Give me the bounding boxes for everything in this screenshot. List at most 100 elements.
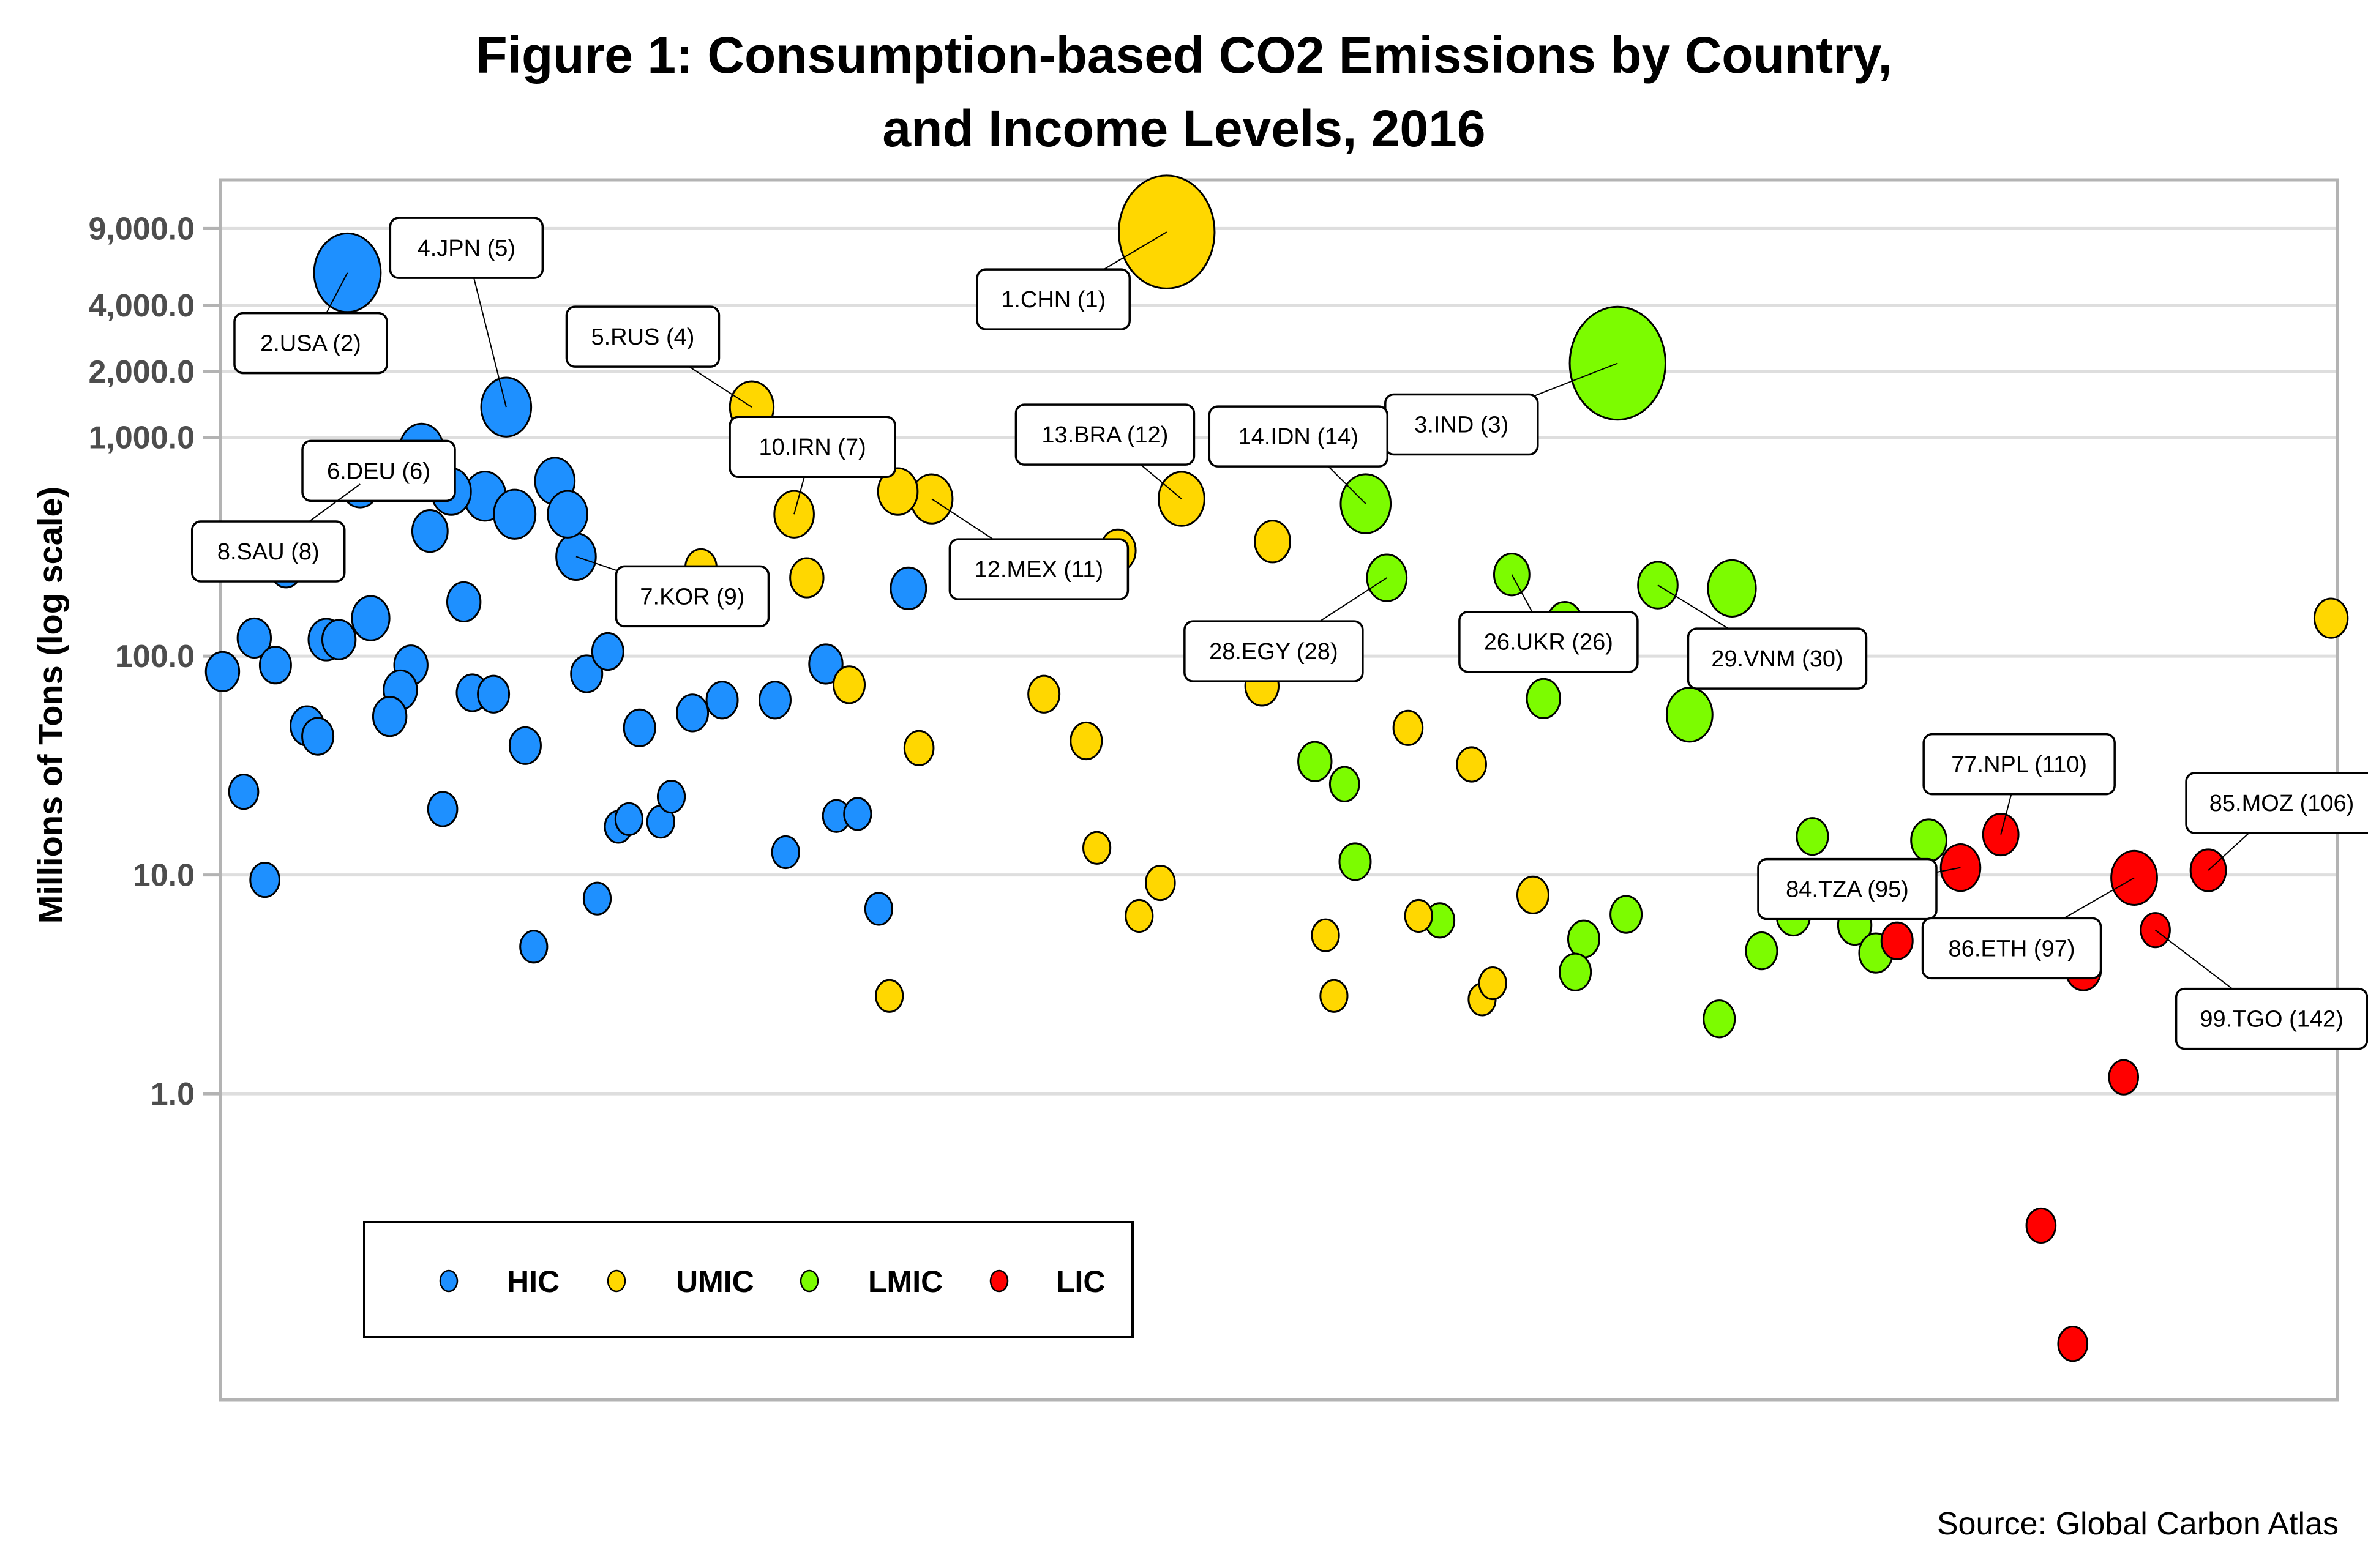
data-point-lic [2108,1059,2140,1096]
chart-title-line-1: Figure 1: Consumption-based CO2 Emission… [476,26,1892,84]
point-label: 77.NPL (110) [1951,752,2087,778]
data-point-lmic [1609,895,1643,934]
y-tick-label: 1,000.0 [89,420,195,456]
data-point-umic [1311,918,1340,952]
point-label: 4.JPN (5) [418,236,515,261]
point-labels: 2.USA (2) 4.JPN (5) 6.DEU (6) 8.SAU (8) 7.KO… [190,217,2368,1050]
data-point-hic [591,632,624,671]
legend-label-umic: UMIC [676,1264,754,1299]
source-note: Source: Global Carbon Atlas [1936,1506,2339,1542]
data-point-lmic [1796,817,1829,856]
legend-label-hic: HIC [507,1264,560,1299]
point-label: 86.ETH (97) [1949,936,2075,961]
point-label: 5.RUS (4) [591,324,694,350]
data-point-hic [301,717,335,756]
data-point-hic [808,643,844,685]
legend-label-lmic: LMIC [868,1264,943,1299]
legend-marker-lmic [800,1269,819,1293]
data-point-umic [773,490,815,539]
data-point-hic [372,696,408,737]
label-box [1687,627,1868,690]
data-point-lmic [1703,999,1736,1039]
y-tick-label: 2,000.0 [89,354,195,390]
data-point-umic [1145,864,1176,902]
y-tick-label: 9,000.0 [89,211,195,247]
label-box [976,268,1131,330]
data-point-lmic [1910,818,1948,862]
data-point-umic [1082,831,1112,865]
label-box [948,538,1130,600]
data-point-lic [2057,1326,2089,1362]
data-point-umic [1118,174,1216,289]
data-point-umic [2313,597,2349,639]
data-point-hic [480,376,533,438]
point-label: 6.DEU (6) [327,458,430,484]
chart-title-line-2: and Income Levels, 2016 [882,100,1486,157]
label-box [1757,857,1938,920]
data-point-hic [758,681,792,720]
data-point-hic [864,892,894,926]
data-point-umic [1027,674,1061,714]
label-box [389,217,544,279]
data-point-hic [582,881,612,916]
data-point-hic [351,595,391,641]
label-box [729,416,896,478]
point-label: 8.SAU (8) [217,539,320,565]
data-point-hic [623,708,656,747]
y-axis-ticks: 1.0 10.0 100.0 1,000.0 2,000.0 4,000.0 9,000.0 [89,211,220,1112]
legend-marker-lic [989,1269,1009,1293]
point-label: 7.KOR (9) [640,584,744,610]
data-point-hic [493,488,537,540]
point-label: 29.VNM (30) [1711,646,1843,672]
point-label: 84.TZA (95) [1786,877,1909,903]
point-label: 3.IND (3) [1414,412,1508,438]
point-label: 26.UKR (26) [1484,630,1613,655]
point-label: 10.IRN (7) [759,435,866,460]
legend: HIC UMIC LMIC LIC [363,1221,1134,1338]
data-point-hic [890,566,927,610]
data-point-lmic [1559,952,1592,991]
label-box [190,520,346,583]
point-label: 12.MEX (11) [975,557,1103,583]
data-point-lmic [1297,741,1333,782]
point-label: 85.MOZ (106) [2209,791,2355,816]
point-label: 28.EGY (28) [1209,639,1338,665]
data-point-hic [427,791,459,827]
data-point-umic [789,557,825,599]
chart-title: Figure 1: Consumption-based CO2 Emission… [0,18,2368,165]
data-point-lic [1880,921,1914,960]
label-box [2185,772,2368,834]
data-point-umic [1392,709,1424,746]
legend-label-lic: LIC [1056,1264,1106,1299]
data-point-umic [1319,979,1349,1013]
point-label: 13.BRA (12) [1041,422,1168,448]
data-point-hic [411,509,449,553]
data-point-umic [833,665,866,704]
data-point-hic [508,726,542,765]
data-point-umic [1125,898,1154,933]
data-point-lmic [1567,919,1600,958]
data-point-umic [903,730,935,766]
data-point-hic [446,581,482,622]
label-box [1458,610,1639,673]
label-box [1921,917,2102,980]
data-point-umic [1404,898,1433,933]
data-point-lic [2110,849,2158,906]
y-tick-label: 4,000.0 [89,288,195,324]
data-point-hic [477,674,511,714]
label-box [233,312,388,375]
data-point-lmic [1526,678,1561,719]
point-label: 2.USA (2) [260,331,361,357]
point-label: 1.CHN (1) [1001,287,1106,313]
data-point-lic [2025,1207,2057,1244]
label-box [1183,620,1364,682]
data-point-hic [228,774,260,810]
data-point-umic [1254,520,1292,564]
data-point-hic [547,490,588,539]
label-box [1014,403,1196,466]
data-point-hic [705,681,739,720]
y-tick-label: 100.0 [115,639,195,674]
data-point-lmic [1665,687,1714,743]
legend-marker-hic [439,1269,459,1293]
label-box [615,565,770,628]
